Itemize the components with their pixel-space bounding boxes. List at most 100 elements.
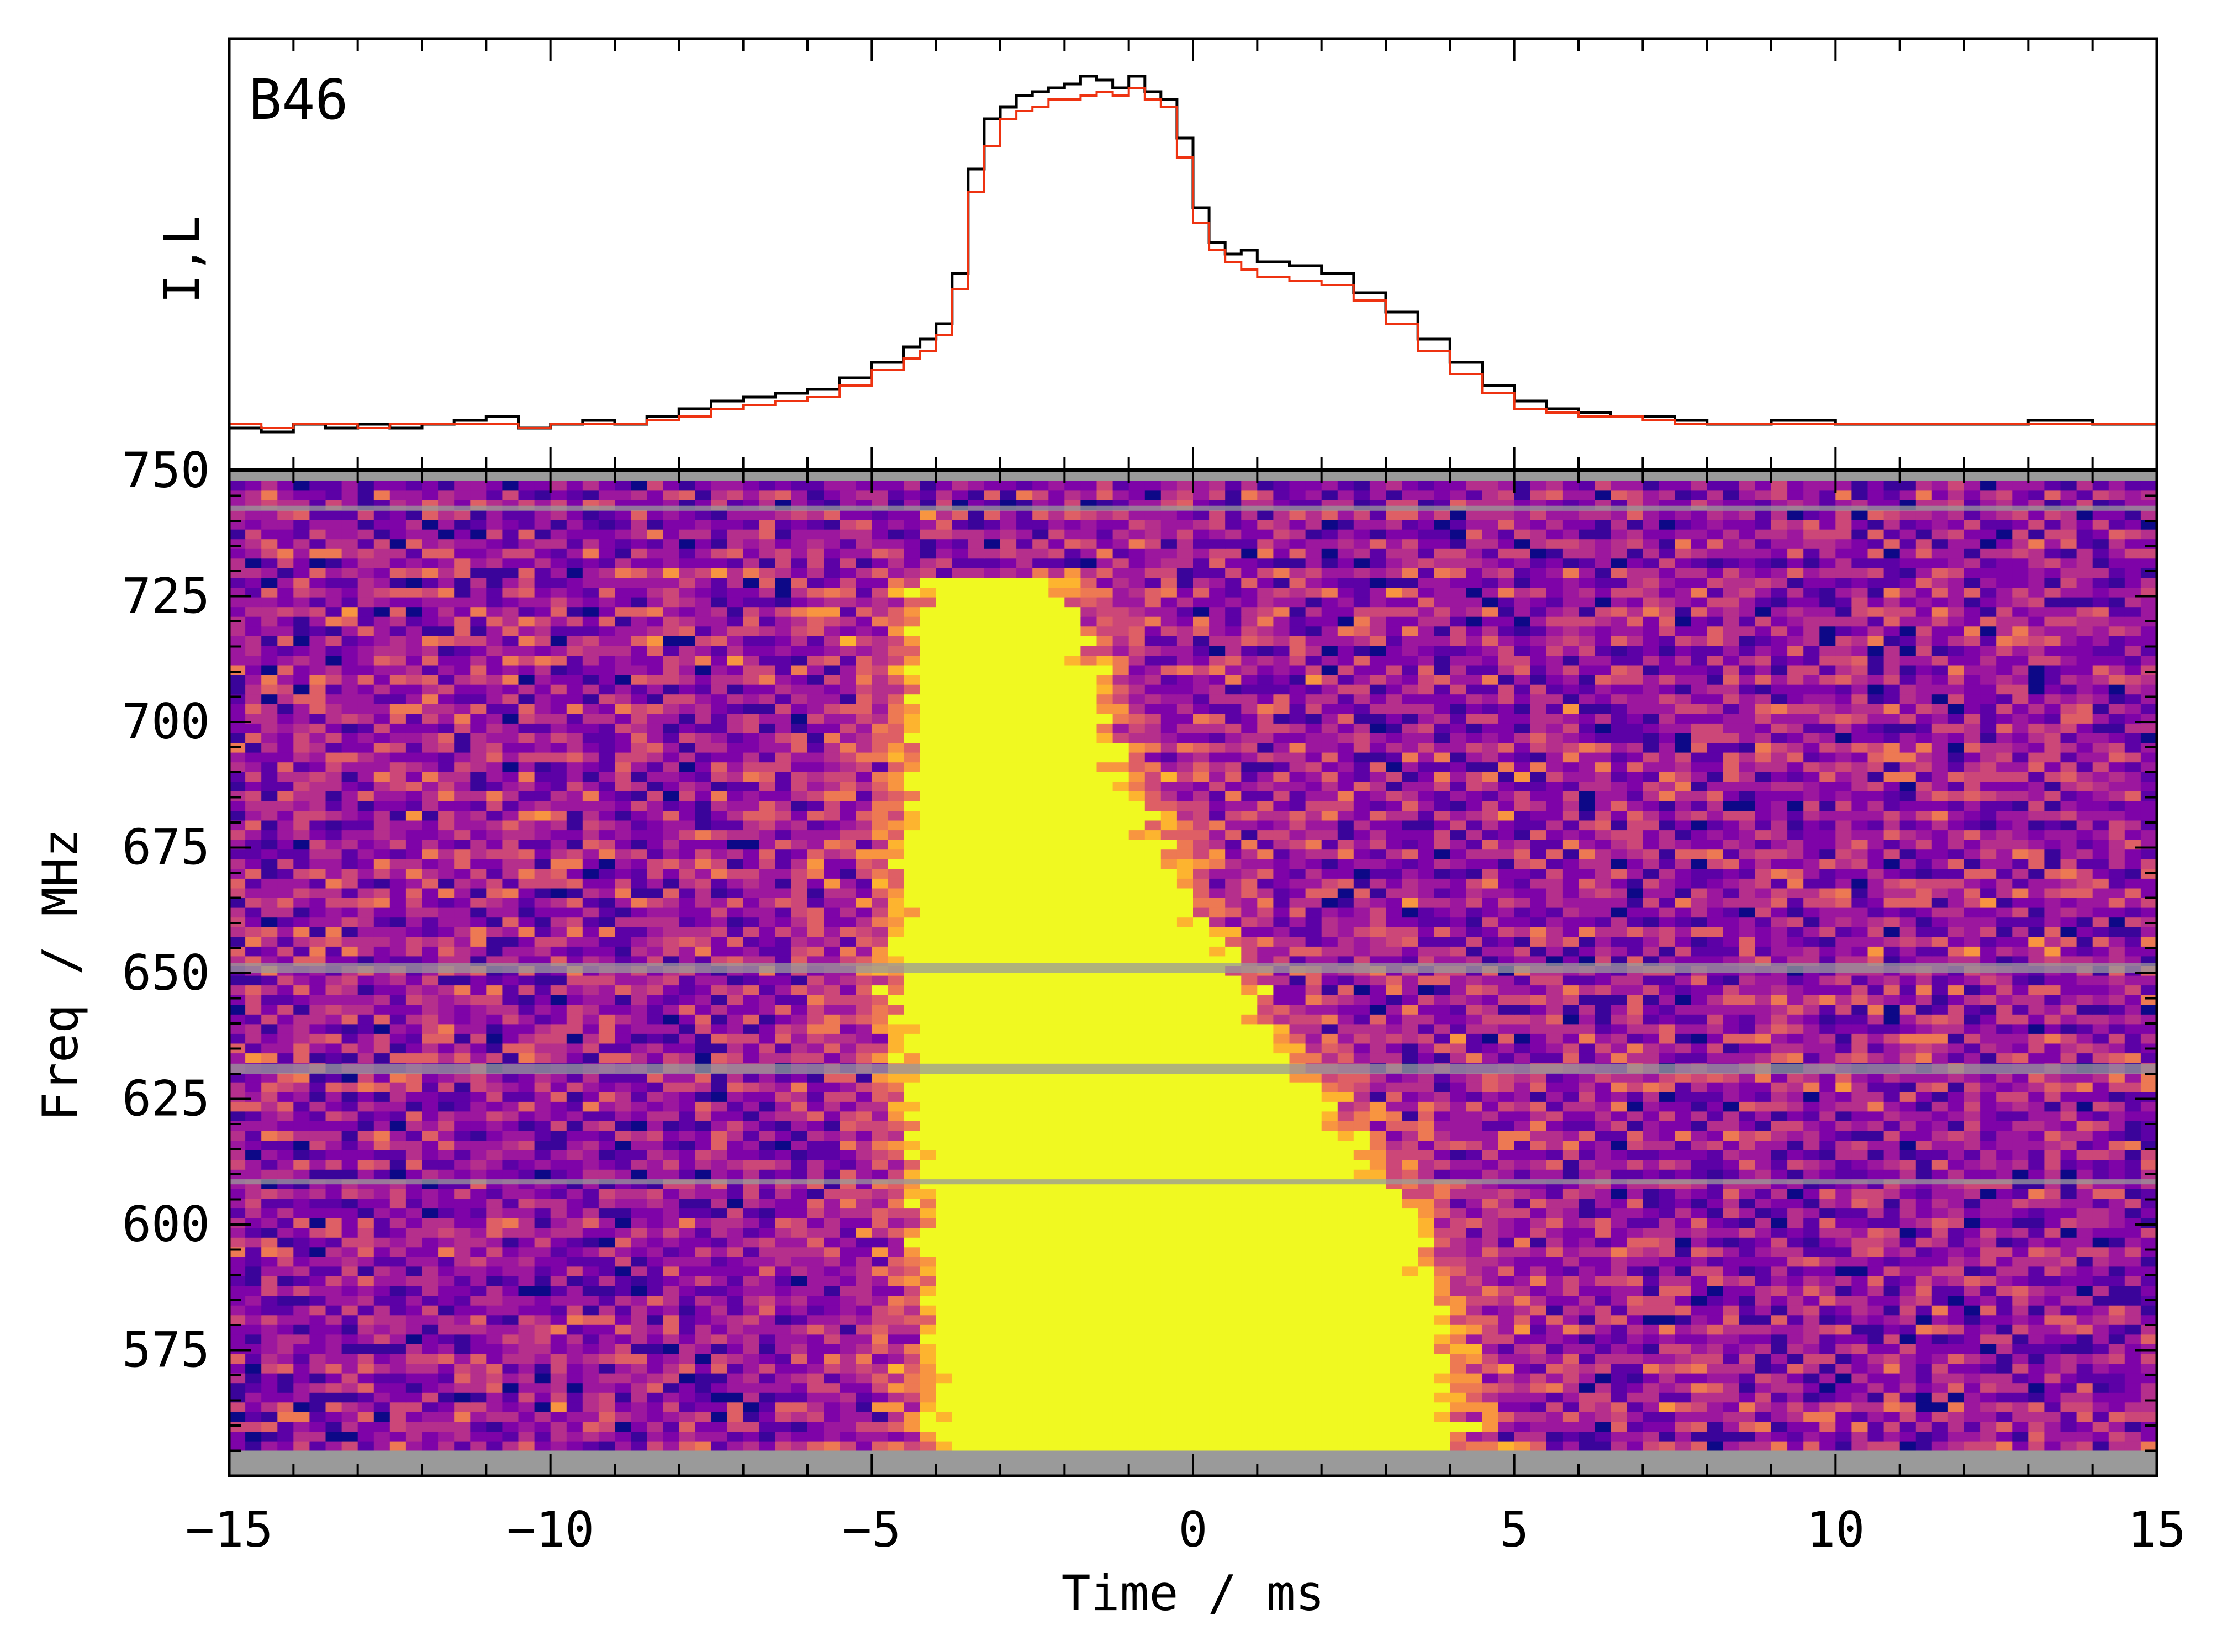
heatmap-cell (647, 1412, 663, 1422)
heatmap-cell (1466, 1315, 1483, 1325)
heatmap-cell (2044, 1189, 2061, 1199)
heatmap-cell (920, 1363, 937, 1374)
heatmap-cell (438, 1344, 455, 1354)
heatmap-cell (1386, 1382, 1402, 1393)
heatmap-cell (1450, 1353, 1466, 1364)
heatmap-cell (1418, 1315, 1434, 1325)
heatmap-cell (759, 1130, 776, 1141)
heatmap-cell (1579, 1324, 1595, 1335)
heatmap-cell (598, 1140, 615, 1150)
heatmap-cell (1883, 1072, 1901, 1083)
heatmap-cell (1691, 1111, 1708, 1121)
heatmap-cell (1273, 1218, 1290, 1228)
heatmap-cell (1675, 1421, 1692, 1432)
heatmap-cell (1964, 1392, 1981, 1403)
heatmap-cell (1241, 1412, 1258, 1422)
heatmap-cell (615, 1392, 631, 1403)
heatmap-cell (1048, 1295, 1065, 1306)
heatmap-cell (438, 1334, 455, 1344)
heatmap-cell (486, 1237, 503, 1248)
heatmap-cell (1835, 1276, 1852, 1286)
heatmap-cell (1321, 1208, 1338, 1218)
heatmap-cell (2124, 1101, 2141, 1112)
heatmap-cell (1257, 1305, 1274, 1316)
heatmap-cell (1160, 1276, 1178, 1286)
heatmap-cell (759, 1392, 776, 1403)
heatmap-cell (1176, 1189, 1194, 1199)
heatmap-cell (791, 1169, 808, 1180)
heatmap-cell (261, 1218, 278, 1228)
heatmap-cell (920, 1082, 937, 1092)
heatmap-cell (727, 1305, 744, 1316)
heatmap-cell (1947, 1082, 1965, 1092)
heatmap-cell (1691, 1266, 1708, 1276)
heatmap-cell (1096, 1257, 1113, 1267)
heatmap-cell (1418, 1431, 1434, 1442)
heatmap-cell (759, 1091, 776, 1102)
heatmap-cell (1659, 1402, 1676, 1412)
heatmap-cell (277, 1285, 294, 1296)
heatmap-cell (486, 1392, 503, 1403)
heatmap-cell (1080, 1431, 1097, 1442)
heatmap-cell (357, 1421, 374, 1432)
heatmap-cell (1353, 1189, 1370, 1199)
heatmap-cell (566, 1402, 583, 1412)
heatmap-cell (647, 1091, 663, 1102)
heatmap-cell (550, 1382, 567, 1393)
heatmap-cell (582, 1431, 599, 1442)
heatmap-cell (1899, 1402, 1917, 1412)
heatmap-cell (550, 1353, 567, 1364)
heatmap-cell (679, 1324, 695, 1335)
heatmap-cell (1787, 1421, 1804, 1432)
heatmap-cell (1064, 1130, 1081, 1141)
heatmap-cell (502, 1053, 519, 1063)
heatmap-cell (856, 1198, 872, 1209)
heatmap-cell (1353, 1072, 1370, 1083)
heatmap-cell (1980, 1082, 1997, 1092)
heatmap-cell (405, 1189, 423, 1199)
heatmap-cell (582, 1285, 599, 1296)
heatmap-cell (357, 1315, 374, 1325)
heatmap-cell (277, 1227, 294, 1238)
heatmap-cell (1128, 1276, 1146, 1286)
heatmap-cell (502, 1091, 519, 1102)
heatmap-cell (405, 1130, 423, 1141)
heatmap-cell (615, 1266, 631, 1276)
heatmap-cell (1402, 1072, 1418, 1083)
heatmap-cell (1514, 1353, 1531, 1364)
heatmap-cell (663, 1382, 679, 1393)
heatmap-cell (1160, 1402, 1178, 1412)
heatmap-cell (438, 1198, 455, 1209)
heatmap-cell (1225, 1150, 1242, 1160)
heatmap-cell (2076, 1382, 2093, 1393)
heatmap-cell (325, 1150, 342, 1160)
heatmap-cell (1418, 1363, 1434, 1374)
heatmap-cell (615, 1198, 631, 1209)
heatmap-cell (566, 1285, 583, 1296)
heatmap-cell (1386, 1072, 1402, 1083)
heatmap-cell (1546, 1121, 1563, 1131)
heatmap-cell (1819, 1295, 1836, 1306)
heatmap-cell (1369, 1315, 1386, 1325)
heatmap-cell (2044, 1440, 2061, 1452)
heatmap-cell (1080, 1072, 1097, 1083)
heatmap-cell (1691, 1159, 1708, 1170)
heatmap-cell (2028, 1305, 2045, 1316)
heatmap-cell (325, 1257, 342, 1267)
heatmap-cell (1016, 1305, 1033, 1316)
heatmap-cell (1144, 1140, 1162, 1150)
heatmap-cell (1611, 1082, 1627, 1092)
heatmap-cell (1225, 1257, 1242, 1267)
heatmap-cell (229, 1237, 246, 1248)
heatmap-cell (1964, 1247, 1981, 1257)
heatmap-cell (1482, 1198, 1499, 1209)
heatmap-cell (1787, 1247, 1804, 1257)
heatmap-cell (534, 1305, 551, 1316)
heatmap-cell (807, 1276, 824, 1286)
heatmap-cell (727, 1412, 744, 1422)
heatmap-cell (872, 1150, 888, 1160)
heatmap-cell (229, 1344, 246, 1354)
heatmap-cell (1160, 1121, 1178, 1131)
heatmap-cell (389, 1053, 407, 1063)
heatmap-cell (261, 1159, 278, 1170)
